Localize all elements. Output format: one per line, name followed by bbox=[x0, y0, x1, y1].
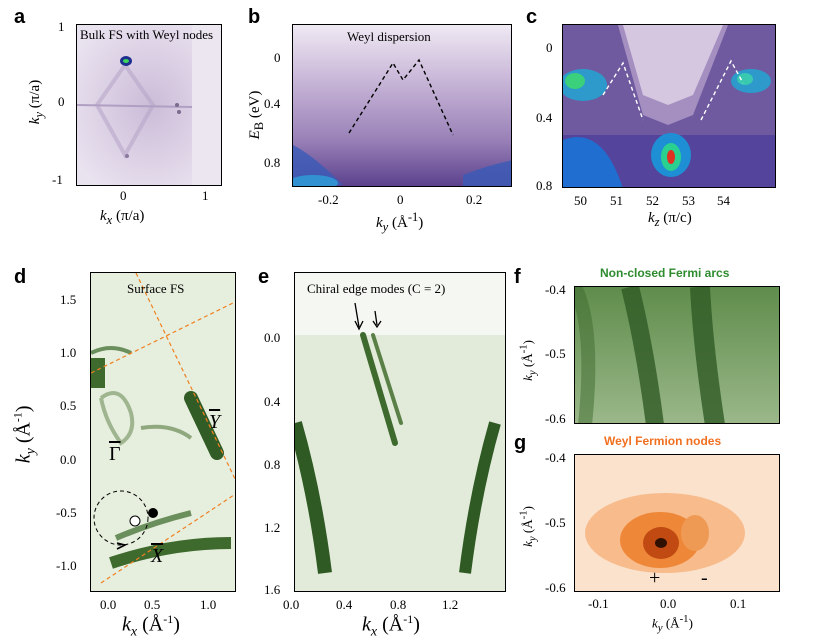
panel-g-title: Weyl Fermion nodes bbox=[604, 434, 722, 448]
panel-b-image bbox=[293, 25, 511, 186]
panel-b-ylabel: EB (eV) bbox=[247, 90, 266, 140]
panel-f-ytick-1: -0.5 bbox=[545, 346, 566, 361]
panel-g-xtick-2: 0.1 bbox=[730, 596, 747, 611]
plus-chirality-label: + bbox=[649, 567, 661, 589]
panel-d-image bbox=[91, 273, 235, 591]
panel-a-ytick-0: 1 bbox=[58, 19, 65, 34]
panel-d-plot: Surface FS Γ Y X bbox=[90, 272, 236, 592]
panel-d-ytick-3: 0.0 bbox=[60, 452, 77, 467]
panel-g-ylabel: ky (Å-1) bbox=[517, 505, 539, 547]
panel-c-xtick-3: 53 bbox=[682, 193, 695, 208]
panel-e-xtick-0: 0.0 bbox=[283, 597, 300, 612]
panel-f-plot bbox=[574, 286, 780, 424]
panel-e-title: Chiral edge modes (C = 2) bbox=[307, 281, 446, 296]
panel-c-xtick-4: 54 bbox=[717, 193, 730, 208]
panel-c-image bbox=[563, 25, 775, 187]
panel-a-xlabel: kx (π/a) bbox=[100, 208, 145, 227]
panel-f-ylabel: ky (Å-1) bbox=[517, 339, 539, 381]
panel-d-ytick-1: 1.0 bbox=[60, 345, 77, 360]
panel-e-ytick-4: 1.6 bbox=[264, 582, 281, 597]
panel-a-title: Bulk FS with Weyl nodes bbox=[80, 27, 214, 42]
panel-b-ytick-0: 0 bbox=[274, 50, 281, 65]
panel-c-xlabel: kz (π/c) bbox=[648, 210, 692, 229]
panel-a-plot: Bulk FS with Weyl nodes bbox=[76, 24, 222, 186]
panel-g-label: g bbox=[514, 432, 527, 454]
panel-g-image bbox=[575, 455, 779, 591]
panel-c-ytick-1: 0.4 bbox=[536, 110, 553, 125]
panel-c-plot bbox=[562, 24, 776, 188]
panel-c-xtick-2: 52 bbox=[646, 193, 659, 208]
panel-a-ytick-2: -1 bbox=[52, 172, 63, 187]
x-point-label: X bbox=[151, 545, 164, 567]
panel-c-ytick-2: 0.8 bbox=[536, 178, 553, 193]
panel-d-ylabel: ky (Å-1) bbox=[10, 405, 39, 464]
panel-d-title: Surface FS bbox=[127, 281, 185, 296]
panel-c-xtick-0: 50 bbox=[574, 193, 587, 208]
panel-a-ytick-1: 0 bbox=[58, 94, 65, 109]
panel-g-plot: + - bbox=[574, 454, 780, 592]
panel-a-ylabel: ky (π/a) bbox=[27, 79, 46, 125]
panel-e-xtick-1: 0.4 bbox=[336, 597, 353, 612]
panel-e-ytick-2: 0.8 bbox=[264, 457, 281, 472]
panel-d-ytick-2: 0.5 bbox=[60, 398, 77, 413]
panel-b-plot: Weyl dispersion bbox=[292, 24, 512, 187]
panel-d-xlabel: kx (Å-1) bbox=[122, 612, 180, 640]
panel-a-xtick-0: 0 bbox=[120, 188, 127, 203]
panel-f-label: f bbox=[514, 266, 521, 288]
panel-g-ytick-2: -0.6 bbox=[545, 580, 566, 595]
panel-d-xtick-1: 0.5 bbox=[144, 597, 161, 612]
panel-f-ytick-0: -0.4 bbox=[545, 282, 566, 297]
panel-b-ytick-1: 0.4 bbox=[264, 96, 281, 111]
panel-d-xtick-0: 0.0 bbox=[100, 597, 117, 612]
panel-b-ytick-2: 0.8 bbox=[264, 155, 281, 170]
panel-g-ytick-0: -0.4 bbox=[545, 450, 566, 465]
panel-a-xtick-1: 1 bbox=[202, 188, 209, 203]
panel-e-ytick-0: 0.0 bbox=[264, 330, 281, 345]
panel-e-image bbox=[295, 273, 505, 591]
panel-d-label: d bbox=[14, 266, 27, 288]
panel-b-xtick-2: 0.2 bbox=[466, 192, 483, 207]
panel-g-xtick-1: 0.0 bbox=[660, 596, 677, 611]
panel-b-xtick-1: 0 bbox=[397, 192, 404, 207]
panel-e-plot: Chiral edge modes (C = 2) bbox=[294, 272, 506, 592]
panel-a-image bbox=[77, 25, 221, 185]
panel-c-ytick-0: 0 bbox=[546, 40, 553, 55]
y-point-label: Y bbox=[209, 411, 221, 433]
panel-d-xtick-2: 1.0 bbox=[200, 597, 217, 612]
panel-b-xlabel: ky (Å-1) bbox=[376, 210, 424, 234]
panel-b-label: b bbox=[248, 6, 261, 28]
panel-b-title: Weyl dispersion bbox=[347, 29, 431, 44]
panel-d-ytick-0: 1.5 bbox=[60, 292, 77, 307]
gamma-point-label: Γ bbox=[109, 443, 121, 465]
panel-f-ytick-2: -0.6 bbox=[545, 411, 566, 426]
panel-e-label: e bbox=[258, 266, 270, 288]
panel-e-xlabel: kx (Å-1) bbox=[362, 612, 420, 640]
panel-e-ytick-1: 0.4 bbox=[264, 394, 281, 409]
panel-c-xtick-1: 51 bbox=[610, 193, 623, 208]
panel-e-ytick-3: 1.2 bbox=[264, 520, 281, 535]
panel-d-ytick-4: -0.5 bbox=[56, 505, 77, 520]
panel-c-label: c bbox=[526, 6, 538, 28]
minus-chirality-label: - bbox=[701, 567, 708, 589]
panel-d-ytick-5: -1.0 bbox=[56, 558, 77, 573]
panel-g-xlabel: ky (Å-1) bbox=[652, 613, 693, 634]
panel-b-xtick-0: -0.2 bbox=[318, 192, 339, 207]
panel-e-xtick-2: 0.8 bbox=[390, 597, 407, 612]
panel-f-title: Non-closed Fermi arcs bbox=[600, 266, 730, 280]
panel-g-xtick-0: -0.1 bbox=[588, 596, 609, 611]
panel-e-xtick-3: 1.2 bbox=[442, 597, 459, 612]
panel-f-image bbox=[575, 287, 779, 423]
panel-a-label: a bbox=[14, 6, 26, 28]
panel-g-ytick-1: -0.5 bbox=[545, 515, 566, 530]
